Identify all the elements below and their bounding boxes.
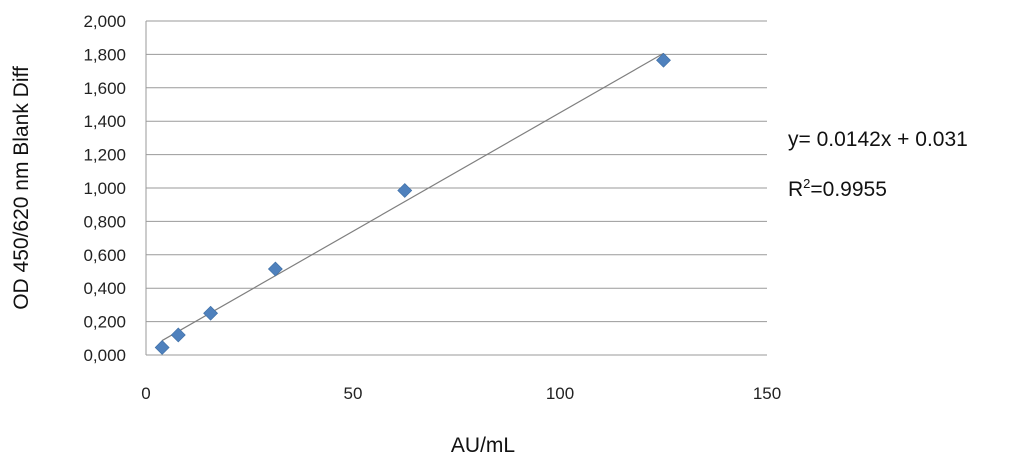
y-tick-label-7: 1,400	[83, 112, 126, 131]
r-squared-value: =0.9955	[810, 178, 887, 201]
data-point-0-3	[267, 261, 283, 277]
r-squared-base: R	[788, 178, 804, 201]
equation-text: y= 0.0142x + 0.031	[788, 128, 968, 151]
data-point-0-0	[154, 340, 170, 355]
x-tick-label-0: 0	[141, 384, 150, 403]
y-tick-label-6: 1,200	[83, 146, 126, 165]
y-tick-label-4: 0,800	[83, 212, 126, 231]
x-axis-label: AU/mL	[451, 434, 515, 457]
y-tick-label-8: 1,600	[83, 79, 126, 98]
y-axis-label: OD 450/620 nm Blank Diff	[10, 66, 33, 310]
data-point-0-4	[397, 183, 413, 198]
grid-lines	[145, 20, 767, 356]
y-tick-label-0: 0,000	[83, 346, 126, 365]
y-tick-label-1: 0,200	[83, 313, 126, 332]
y-tick-labels: 0,000 0,200 0,400 0,600 0,800 1,000 1,200 1,400…	[83, 12, 126, 365]
data-point-0-1	[170, 327, 186, 343]
y-tick-label-5: 1,000	[83, 179, 126, 198]
y-tick-label-9: 1,800	[83, 45, 126, 64]
x-tick-label-1: 50	[344, 384, 363, 403]
trendline-group	[161, 52, 664, 342]
y-tick-label-3: 0,600	[83, 246, 126, 265]
y-tick-label-10: 2,000	[83, 12, 126, 31]
data-points	[154, 52, 671, 355]
data-point-0-5	[656, 52, 671, 68]
trendline-equation: y= 0.0142x + 0.031	[788, 128, 968, 152]
trendline	[161, 52, 664, 342]
x-tick-labels: 0 50 100 150	[141, 384, 781, 403]
x-tick-label-3: 150	[753, 384, 781, 403]
r-squared: R2=0.9955	[788, 176, 887, 202]
y-tick-label-2: 0,400	[83, 279, 126, 298]
r-squared-exponent: 2	[803, 176, 811, 191]
x-tick-label-2: 100	[546, 384, 574, 403]
data-point-0-2	[203, 305, 219, 321]
